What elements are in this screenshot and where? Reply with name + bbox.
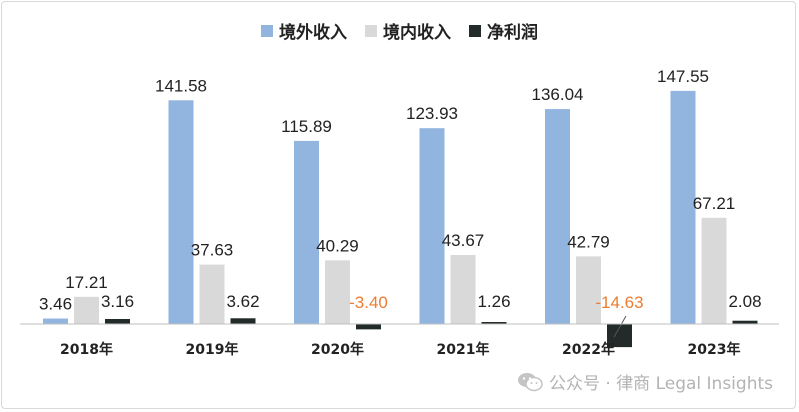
data-label-2-0: 3.16 — [101, 292, 134, 311]
data-label-2-4: -14.63 — [595, 293, 643, 312]
data-label-1-0: 17.21 — [65, 273, 108, 292]
leader-line — [613, 315, 627, 338]
data-label-0-2: 115.89 — [281, 117, 332, 136]
bar-0-0 — [43, 318, 68, 324]
x-tick-label-3: 2021年 — [437, 341, 490, 358]
bar-2-5 — [732, 320, 758, 324]
bar-1-4 — [576, 256, 601, 324]
legend-label-1: 境内收入 — [383, 23, 451, 43]
data-label-2-1: 3.62 — [226, 292, 259, 311]
bar-1-1 — [199, 264, 225, 324]
watermark-text: 公众号 · 律商 Legal Insights — [548, 374, 773, 394]
legend-label-2: 净利润 — [487, 23, 538, 43]
bar-2-4 — [607, 324, 632, 348]
x-tick-label-5: 2023年 — [688, 341, 741, 358]
bar-1-0 — [74, 296, 99, 324]
x-tick-label-1: 2019年 — [186, 341, 239, 358]
data-label-1-5: 67.21 — [693, 194, 736, 213]
bar-1-3 — [450, 255, 476, 324]
bar-2-3 — [481, 322, 507, 324]
data-label-1-2: 40.29 — [316, 236, 359, 255]
data-label-1-4: 42.79 — [567, 232, 610, 251]
data-label-0-3: 123.93 — [406, 104, 458, 123]
data-label-2-5: 2.08 — [728, 292, 761, 311]
bar-0-3 — [419, 128, 445, 324]
data-label-2-3: 1.26 — [477, 292, 510, 311]
legend-swatch-1 — [365, 24, 377, 37]
data-label-0-5: 147.55 — [657, 67, 709, 86]
watermark: 公众号 · 律商 Legal Insights — [517, 369, 773, 394]
chart-legend: 境外收入 境内收入 净利润 — [0, 18, 799, 43]
bar-1-5 — [701, 217, 727, 324]
legend-item-1: 境内收入 — [365, 18, 451, 43]
legend-label-0: 境外收入 — [279, 23, 347, 43]
data-label-0-4: 136.04 — [532, 85, 584, 104]
bar-2-1 — [230, 318, 256, 324]
bar-0-1 — [168, 100, 194, 325]
wechat-icon — [517, 372, 543, 391]
bar-0-2 — [294, 140, 319, 324]
data-label-1-3: 43.67 — [442, 231, 485, 250]
x-tick-label-0: 2018年 — [60, 341, 113, 358]
bar-2-0 — [105, 319, 130, 324]
data-label-0-1: 141.58 — [155, 76, 207, 95]
legend-item-0: 境外收入 — [261, 18, 347, 43]
legend-item-2: 净利润 — [469, 18, 538, 43]
bar-1-2 — [325, 260, 350, 324]
bar-0-5 — [670, 90, 696, 324]
data-label-1-1: 37.63 — [191, 241, 234, 260]
x-tick-label-2: 2020年 — [311, 341, 364, 358]
legend-swatch-0 — [261, 24, 273, 37]
legend-swatch-2 — [469, 24, 481, 37]
bar-0-4 — [545, 109, 570, 325]
x-tick-label-4: 2022年 — [562, 341, 615, 358]
data-label-2-2: -3.40 — [349, 293, 388, 312]
data-label-0-0: 3.46 — [39, 295, 72, 314]
bar-2-2 — [356, 324, 381, 330]
